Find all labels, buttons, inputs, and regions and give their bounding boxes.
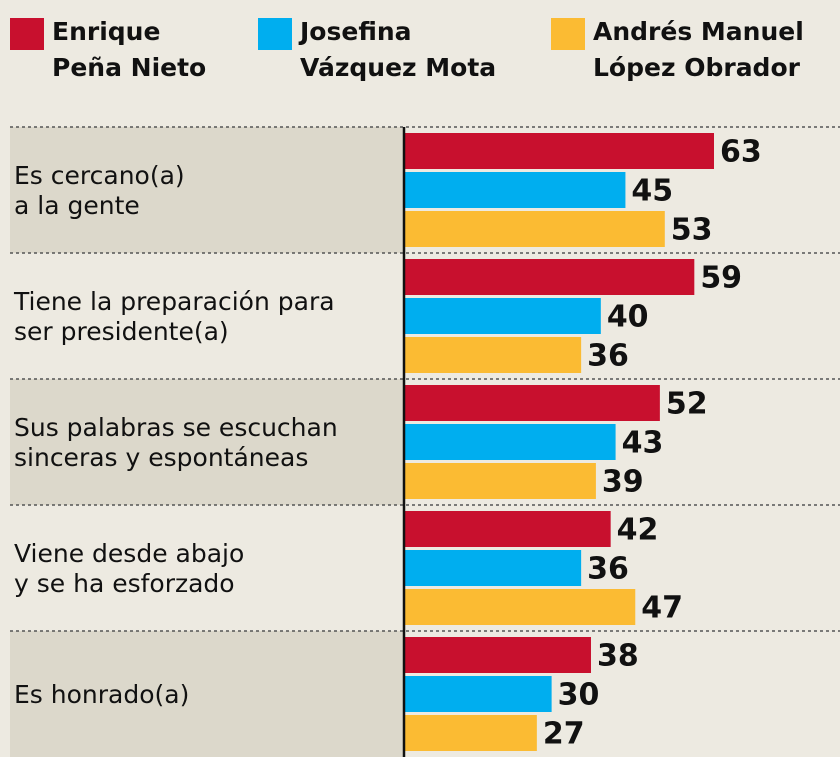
value-label: 45 (631, 174, 673, 209)
legend-item: Andrés Manuel López Obrador (551, 14, 833, 86)
legend-swatch (551, 18, 585, 50)
value-label: 47 (641, 591, 683, 626)
bar (404, 259, 695, 295)
value-label: 30 (558, 678, 600, 713)
value-label: 63 (720, 135, 762, 170)
bar (404, 211, 665, 247)
bar (404, 337, 582, 373)
category-label: y se ha esforzado (14, 569, 235, 598)
value-label: 52 (666, 387, 708, 422)
category-label: sinceras y espontáneas (14, 443, 308, 472)
value-label: 59 (700, 261, 742, 296)
row-band (10, 379, 404, 505)
value-label: 53 (671, 213, 713, 248)
legend-label: Andrés Manuel López Obrador (593, 17, 804, 82)
bar (404, 550, 582, 586)
category-label: Tiene la preparación para (13, 287, 335, 316)
category-label: ser presidente(a) (14, 317, 229, 346)
category-label: Sus palabras se escuchan (14, 413, 338, 442)
bar (404, 172, 626, 208)
bar (404, 298, 601, 334)
value-label: 42 (617, 513, 659, 548)
category-label: Es honrado(a) (14, 680, 189, 709)
bar (404, 715, 537, 751)
bar (404, 385, 660, 421)
value-label: 36 (587, 339, 629, 374)
category-label: Viene desde abajo (14, 539, 244, 568)
legend-item: Enrique Peña Nieto (10, 14, 217, 86)
bar (404, 637, 591, 673)
value-label: 27 (543, 717, 585, 752)
bar (404, 424, 616, 460)
legend-swatch (10, 18, 44, 50)
category-label: Es cercano(a) (14, 161, 185, 190)
row-band (10, 631, 404, 757)
legend-label: Josefina Vázquez Mota (300, 17, 497, 82)
bar (404, 133, 714, 169)
legend-label: Enrique Peña Nieto (52, 17, 207, 82)
legend-item: Josefina Vázquez Mota (258, 14, 510, 86)
bar (404, 589, 636, 625)
value-label: 39 (602, 465, 644, 500)
legend-swatch (258, 18, 292, 50)
value-label: 36 (587, 552, 629, 587)
bar (404, 511, 611, 547)
value-label: 40 (607, 300, 649, 335)
bar (404, 463, 596, 499)
bar (404, 676, 552, 712)
category-label: a la gente (14, 191, 140, 220)
value-label: 43 (622, 426, 664, 461)
value-label: 38 (597, 639, 639, 674)
row-band (10, 127, 404, 253)
